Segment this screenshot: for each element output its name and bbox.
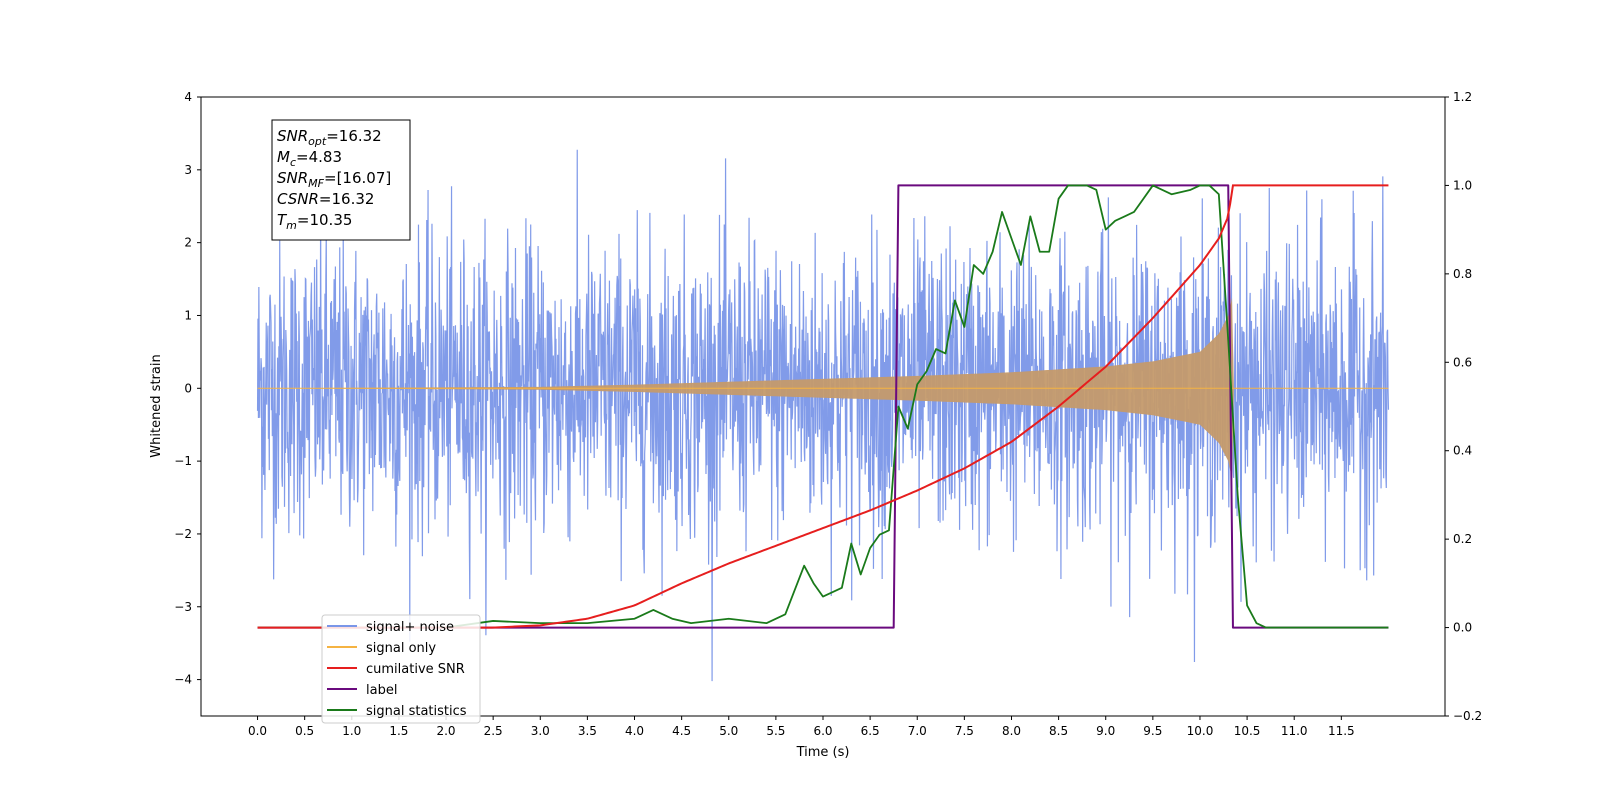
x-tick-label: 5.0	[719, 724, 738, 738]
x-tick-label: 4.5	[672, 724, 691, 738]
x-tick-label: 7.5	[955, 724, 974, 738]
x-tick-label: 8.5	[1049, 724, 1068, 738]
left-y-tick-label: 2	[184, 236, 192, 250]
x-tick-label: 5.5	[766, 724, 785, 738]
stats-annotation-box: SNRopt=16.32Mc=4.83SNRMF=[16.07]CSNR=16.…	[271, 119, 411, 241]
x-axis-ticks: 0.0 0.5 1.0 1.5 2.0 2.5 3.0 3.5 4.0 4.5 5.0 5.5 6.0 6…	[248, 716, 1355, 738]
left-y-tick-label: −1	[174, 454, 192, 468]
y-axis-label: Whitened strain	[149, 354, 164, 457]
x-tick-label: 3.0	[531, 724, 550, 738]
right-y-tick-label: 0.8	[1453, 267, 1472, 281]
annotation-symbol: SNR	[277, 169, 308, 187]
x-tick-label: 6.5	[861, 724, 880, 738]
annotation-symbol: SNR	[277, 127, 308, 145]
annotation-value: =16.32	[326, 127, 382, 145]
annotation-symbol: CSNR	[277, 190, 319, 208]
left-y-tick-label: −3	[174, 600, 192, 614]
left-y-tick-label: 1	[184, 308, 192, 322]
right-y-tick-label: 0.0	[1453, 621, 1472, 635]
legend-label: label	[366, 683, 397, 698]
series-label	[257, 184, 1389, 629]
x-tick-label: 1.0	[342, 724, 361, 738]
annotation-line: Mc=4.83	[277, 148, 342, 169]
x-tick-label: 3.5	[578, 724, 597, 738]
x-tick-label: 4.0	[625, 724, 644, 738]
annotation-value: =10.35	[297, 211, 353, 229]
x-tick-label: 2.5	[484, 724, 503, 738]
legend-frame	[321, 614, 481, 724]
left-y-tick-label: −2	[174, 527, 192, 541]
x-axis-label: Time (s)	[796, 745, 850, 760]
annotation-value: =[16.07]	[324, 169, 391, 187]
x-tick-label: 0.5	[295, 724, 314, 738]
left-y-tick-label: 4	[184, 90, 192, 104]
annotation-frame	[271, 119, 411, 241]
left-y-tick-label: −4	[174, 673, 192, 687]
x-tick-label: 11.5	[1328, 724, 1355, 738]
x-tick-label: 1.5	[389, 724, 408, 738]
right-y-tick-label: 0.4	[1453, 444, 1472, 458]
annotation-symbol: M	[277, 148, 290, 166]
legend-label: signal+ noise	[366, 620, 454, 635]
series-signal-statistics	[257, 184, 1389, 629]
x-tick-label: 9.5	[1143, 724, 1162, 738]
right-y-axis-ticks: 1.2 1.0 0.8 0.6 0.4 0.2 0.0 −0.2	[1445, 90, 1482, 723]
annotation-line: CSNR=16.32	[277, 190, 374, 208]
annotation-line: Tm=10.35	[277, 211, 352, 232]
x-tick-label: 6.0	[813, 724, 832, 738]
x-tick-label: 10.0	[1187, 724, 1214, 738]
right-y-tick-label: 0.2	[1453, 532, 1472, 546]
legend-label: signal only	[366, 641, 436, 656]
right-y-tick-label: 1.0	[1453, 178, 1472, 192]
right-y-tick-label: 1.2	[1453, 90, 1472, 104]
right-y-tick-label: −0.2	[1453, 709, 1482, 723]
x-tick-label: 11.0	[1281, 724, 1308, 738]
left-y-axis-ticks: 4 3 2 1 0 −1 −2 −3 −4	[174, 90, 201, 687]
x-tick-label: 0.0	[248, 724, 267, 738]
right-y-tick-label: 0.6	[1453, 355, 1472, 369]
x-tick-label: 8.0	[1002, 724, 1021, 738]
annotation-line: SNRMF=[16.07]	[277, 169, 391, 190]
left-y-tick-label: 0	[184, 381, 192, 395]
x-tick-label: 9.0	[1096, 724, 1115, 738]
annotation-line: SNRopt=16.32	[277, 127, 382, 148]
annotation-subscript: m	[286, 219, 297, 232]
left-y-tick-label: 3	[184, 163, 192, 177]
series-layer	[256, 149, 1390, 682]
annotation-symbol: T	[277, 211, 288, 229]
x-tick-label: 2.0	[436, 724, 455, 738]
x-tick-label: 7.0	[908, 724, 927, 738]
annotation-subscript: c	[290, 156, 296, 169]
x-tick-label: 10.5	[1234, 724, 1261, 738]
annotation-value: =4.83	[296, 148, 342, 166]
annotation-subscript: opt	[308, 135, 327, 148]
legend: signal+ noise signal only cumilative SNR la…	[321, 614, 481, 724]
legend-label: signal statistics	[366, 704, 467, 719]
legend-label: cumilative SNR	[366, 662, 465, 677]
annotation-value: =16.32	[319, 190, 375, 208]
annotation-subscript: MF	[308, 177, 324, 190]
